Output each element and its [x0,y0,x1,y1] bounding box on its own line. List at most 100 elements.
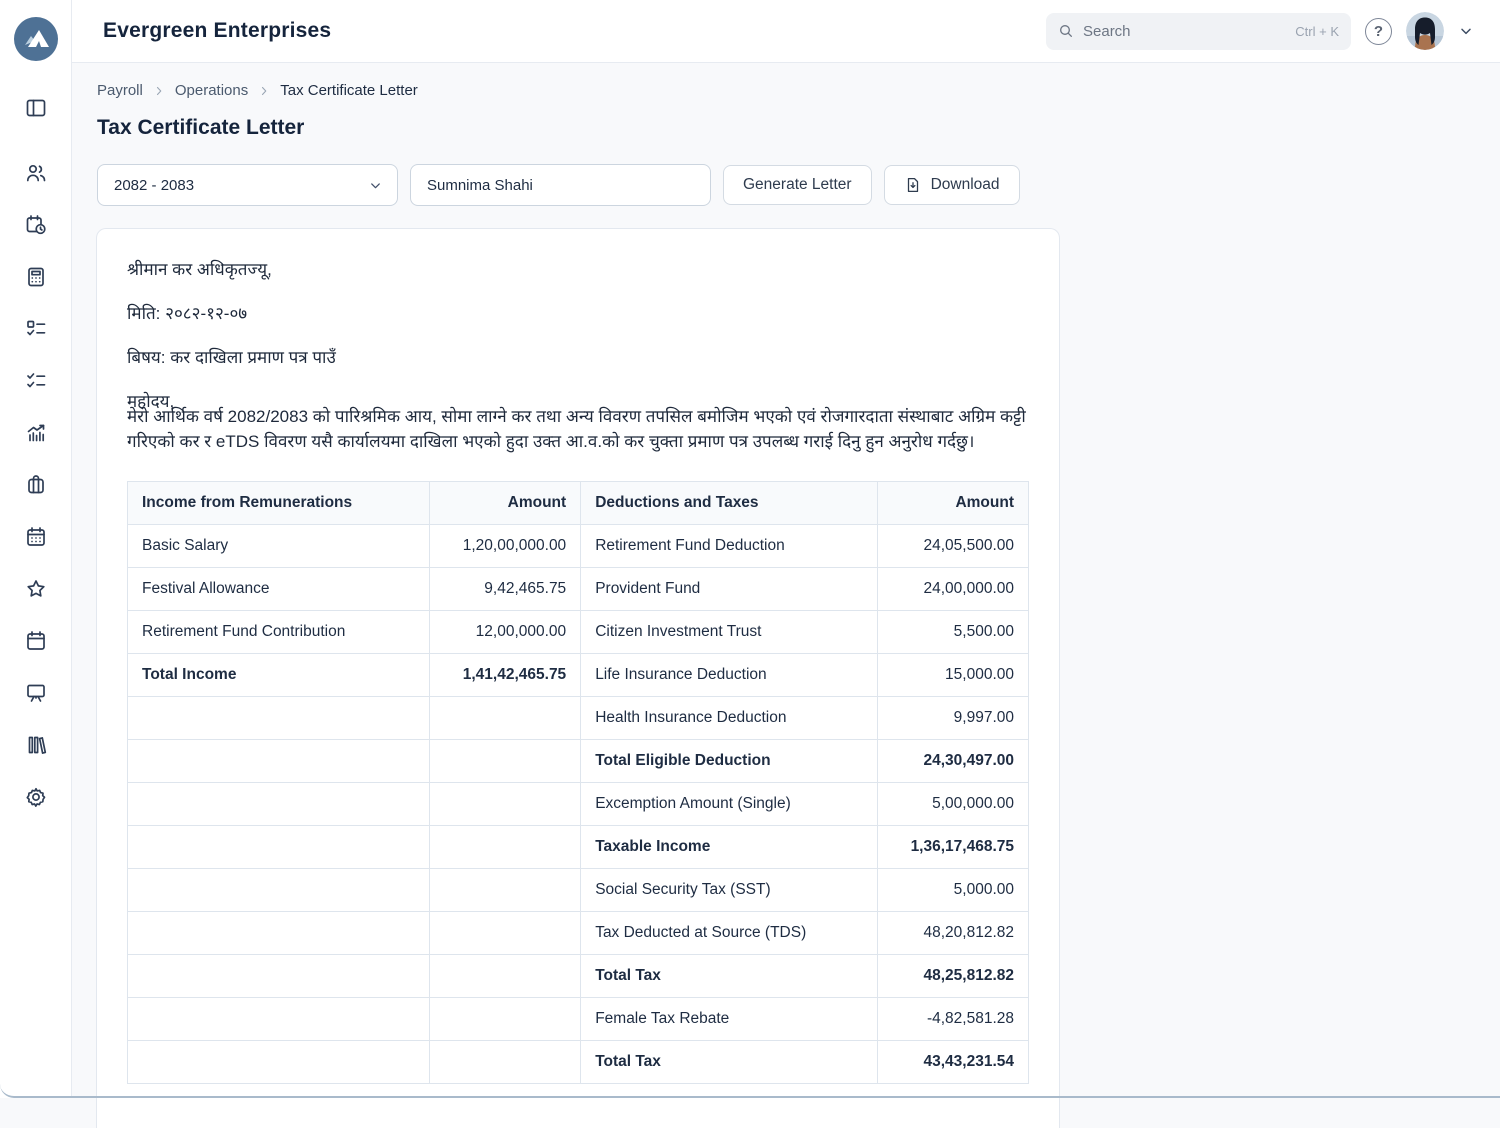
col-deductions-header: Deductions and Taxes [581,482,877,525]
deduction-amount: 43,43,231.54 [877,1041,1028,1084]
deduction-amount: 24,00,000.00 [877,568,1028,611]
income-amount [429,869,580,912]
income-amount [429,912,580,955]
calendar-icon[interactable] [24,629,48,653]
income-label: Retirement Fund Contribution [128,611,430,654]
deduction-label: Tax Deducted at Source (TDS) [581,912,877,955]
app-logo[interactable] [14,17,58,61]
user-menu-chevron-icon[interactable] [1458,23,1474,39]
deduction-amount: 5,000.00 [877,869,1028,912]
calendar-grid-icon[interactable] [24,525,48,549]
deduction-label: Health Insurance Deduction [581,697,877,740]
fiscal-year-select[interactable]: 2082 - 2083 [97,164,398,206]
analytics-icon[interactable] [24,421,48,445]
letter-subject: बिषय: कर दाखिला प्रमाण पत्र पाउँ [127,347,1029,369]
income-amount [429,955,580,998]
deduction-amount: 24,05,500.00 [877,525,1028,568]
col-income-header: Income from Remunerations [128,482,430,525]
top-header: Evergreen Enterprises Ctrl + K ? [72,0,1500,63]
download-file-icon [904,176,922,194]
deduction-amount: 15,000.00 [877,654,1028,697]
page-title: Tax Certificate Letter [97,116,1500,140]
income-label [128,697,430,740]
letter-date: मिति: २०८२-१२-०७ [127,303,1029,325]
table-header-row: Income from Remunerations Amount Deducti… [128,482,1029,525]
deduction-amount: 48,20,812.82 [877,912,1028,955]
star-icon[interactable] [24,577,48,601]
download-label: Download [931,176,1000,194]
attendance-schedule-icon[interactable] [24,213,48,237]
sidebar [0,0,72,1098]
settings-gear-icon[interactable] [24,785,48,809]
global-search[interactable]: Ctrl + K [1046,13,1351,50]
chevron-down-icon [368,178,383,193]
deduction-amount: 5,00,000.00 [877,783,1028,826]
income-label [128,869,430,912]
income-label [128,826,430,869]
deduction-amount: 9,997.00 [877,697,1028,740]
user-avatar[interactable] [1406,12,1444,50]
income-amount: 9,42,465.75 [429,568,580,611]
calculator-icon[interactable] [24,265,48,289]
library-icon[interactable] [24,733,48,757]
controls-row: 2082 - 2083 Generate Letter Download [97,164,1500,206]
generate-letter-label: Generate Letter [743,176,852,194]
checklist-icon[interactable] [24,369,48,393]
col-deduction-amount-header: Amount [877,482,1028,525]
search-input[interactable] [1083,23,1286,40]
employee-name-input[interactable] [410,164,711,206]
deduction-label: Taxable Income [581,826,877,869]
deduction-label: Provident Fund [581,568,877,611]
briefcase-icon[interactable] [24,473,48,497]
deduction-label: Total Tax [581,1041,877,1084]
deduction-label: Excemption Amount (Single) [581,783,877,826]
panel-toggle-icon[interactable] [24,96,48,120]
breadcrumb-current: Tax Certificate Letter [280,82,418,99]
income-label: Total Income [128,654,430,697]
table-row: Female Tax Rebate-4,82,581.28 [128,998,1029,1041]
income-label: Festival Allowance [128,568,430,611]
deduction-label: Female Tax Rebate [581,998,877,1041]
tax-certificate-letter-card: श्रीमान कर अधिकृतज्यू, मिति: २०८२-१२-०७ … [96,228,1060,1128]
chevron-right-icon [258,85,270,97]
search-icon [1058,23,1074,39]
presentation-icon[interactable] [24,681,48,705]
deduction-label: Total Eligible Deduction [581,740,877,783]
download-button[interactable]: Download [884,165,1020,205]
income-amount [429,697,580,740]
chevron-right-icon [153,85,165,97]
income-label: Basic Salary [128,525,430,568]
task-list-icon[interactable] [24,317,48,341]
deduction-amount: 24,30,497.00 [877,740,1028,783]
generate-letter-button[interactable]: Generate Letter [723,165,872,205]
deduction-amount: 48,25,812.82 [877,955,1028,998]
employees-icon[interactable] [24,161,48,185]
income-label [128,783,430,826]
deduction-label: Total Tax [581,955,877,998]
deduction-label: Citizen Investment Trust [581,611,877,654]
col-income-amount-header: Amount [429,482,580,525]
letter-body: मेरो आर्थिक वर्ष 2082/2083 को पारिश्रमिक… [127,404,1029,454]
deduction-amount: 1,36,17,468.75 [877,826,1028,869]
help-button[interactable]: ? [1365,18,1392,45]
breadcrumb-operations[interactable]: Operations [175,82,248,99]
deduction-amount: 5,500.00 [877,611,1028,654]
breadcrumb: Payroll Operations Tax Certificate Lette… [97,82,1500,99]
income-amount [429,1041,580,1084]
deduction-label: Retirement Fund Deduction [581,525,877,568]
breadcrumb-payroll[interactable]: Payroll [97,82,143,99]
income-label [128,1041,430,1084]
income-label [128,955,430,998]
deduction-amount: -4,82,581.28 [877,998,1028,1041]
table-row: Tax Deducted at Source (TDS)48,20,812.82 [128,912,1029,955]
main-content: Payroll Operations Tax Certificate Lette… [72,63,1500,1098]
tax-summary-table: Income from Remunerations Amount Deducti… [127,481,1029,1084]
letter-salutation: श्रीमान कर अधिकृतज्यू, [127,259,1029,281]
income-amount [429,783,580,826]
